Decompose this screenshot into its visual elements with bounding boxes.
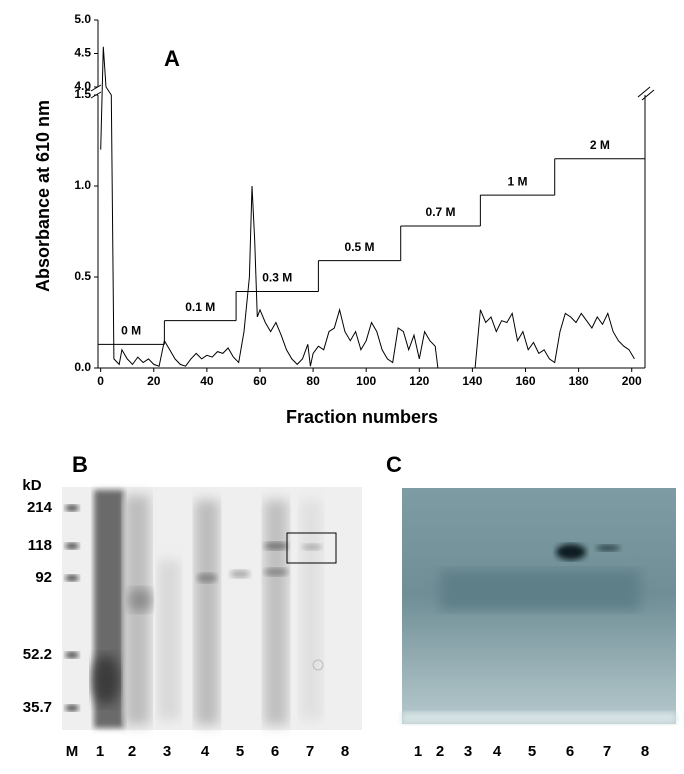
lane-label: 3 — [464, 743, 472, 760]
y-axis-label: Absorbance at 610 nm — [33, 100, 53, 292]
lane-label: 5 — [236, 743, 244, 760]
data-line — [100, 46, 635, 369]
step-label: 0.1 M — [185, 300, 215, 314]
axes — [90, 20, 655, 369]
lane-label: 7 — [306, 743, 314, 760]
panel-label: B — [72, 452, 88, 477]
marker-band — [65, 652, 79, 658]
marker-label: 92 — [35, 569, 52, 586]
band — [264, 542, 288, 550]
y-tick-label: 0.5 — [74, 269, 91, 283]
lane-label: 4 — [201, 743, 210, 760]
band — [128, 588, 152, 612]
x-tick-label: 140 — [462, 374, 482, 388]
panel-label: A — [164, 46, 180, 71]
band — [556, 544, 586, 560]
step-label: 0.5 M — [345, 240, 375, 254]
break-mark — [637, 86, 651, 98]
marker-label: 35.7 — [23, 699, 52, 716]
lane-label: 8 — [641, 743, 649, 760]
lane-smear — [264, 500, 288, 725]
y-tick-label: 1.0 — [74, 178, 91, 192]
y-tick-label: 4.0 — [74, 79, 91, 93]
marker-label: 118 — [28, 537, 52, 554]
artifact — [312, 659, 324, 671]
step-label: 0.3 M — [262, 271, 292, 285]
step-label: 2 M — [590, 138, 610, 152]
band — [230, 570, 250, 578]
lane-label: 6 — [271, 743, 279, 760]
band — [596, 545, 620, 551]
lane-label: 1 — [414, 743, 422, 760]
unit-label: kD — [22, 477, 41, 494]
marker-label: 52.2 — [23, 646, 52, 663]
step-label: 0.7 M — [426, 205, 456, 219]
x-tick-label: 0 — [97, 374, 104, 388]
blot-edge — [402, 712, 676, 724]
lane-label: M — [66, 743, 79, 760]
y-tick-label: 5.0 — [74, 12, 91, 26]
lane-smear — [300, 500, 322, 720]
gel-c-image — [402, 488, 676, 724]
marker-band — [65, 505, 79, 511]
y-tick-label: 1.5 — [74, 87, 91, 101]
highlight-box — [286, 532, 337, 564]
break-mark — [90, 84, 102, 92]
panel-label: C — [386, 452, 402, 477]
gel-b-image — [62, 487, 362, 730]
x-tick-label: 180 — [569, 374, 589, 388]
x-tick-label: 120 — [409, 374, 429, 388]
step-label: 0 M — [121, 324, 141, 338]
lane-label: 5 — [528, 743, 536, 760]
y-tick-label: 0.0 — [74, 360, 91, 374]
step-label: 1 M — [508, 174, 528, 188]
lane-smear — [195, 500, 219, 725]
lane-label: 1 — [96, 743, 104, 760]
smear — [440, 570, 640, 610]
x-axis-label: Fraction numbers — [286, 407, 438, 427]
lane-label: 7 — [603, 743, 611, 760]
lane-label: 4 — [493, 743, 502, 760]
lane-label: 2 — [436, 743, 444, 760]
lane-label: 2 — [128, 743, 136, 760]
lane-label: 8 — [341, 743, 349, 760]
x-tick-label: 80 — [306, 374, 320, 388]
band — [264, 568, 288, 576]
lane-smear — [158, 560, 180, 720]
band — [92, 655, 120, 705]
lane-label: 6 — [566, 743, 574, 760]
x-tick-label: 100 — [356, 374, 376, 388]
x-tick-label: 40 — [200, 374, 214, 388]
marker-band — [65, 705, 79, 711]
break-gap — [92, 87, 104, 95]
break-mark — [641, 89, 655, 101]
marker-band — [65, 575, 79, 581]
x-tick-label: 160 — [515, 374, 535, 388]
marker-label: 214 — [27, 499, 53, 516]
x-tick-label: 20 — [147, 374, 161, 388]
marker-band — [65, 543, 79, 549]
x-tick-label: 60 — [253, 374, 267, 388]
lane-label: 3 — [163, 743, 171, 760]
band — [197, 573, 217, 583]
band — [302, 544, 322, 550]
y-tick-label: 4.5 — [74, 46, 91, 60]
x-tick-label: 200 — [622, 374, 642, 388]
